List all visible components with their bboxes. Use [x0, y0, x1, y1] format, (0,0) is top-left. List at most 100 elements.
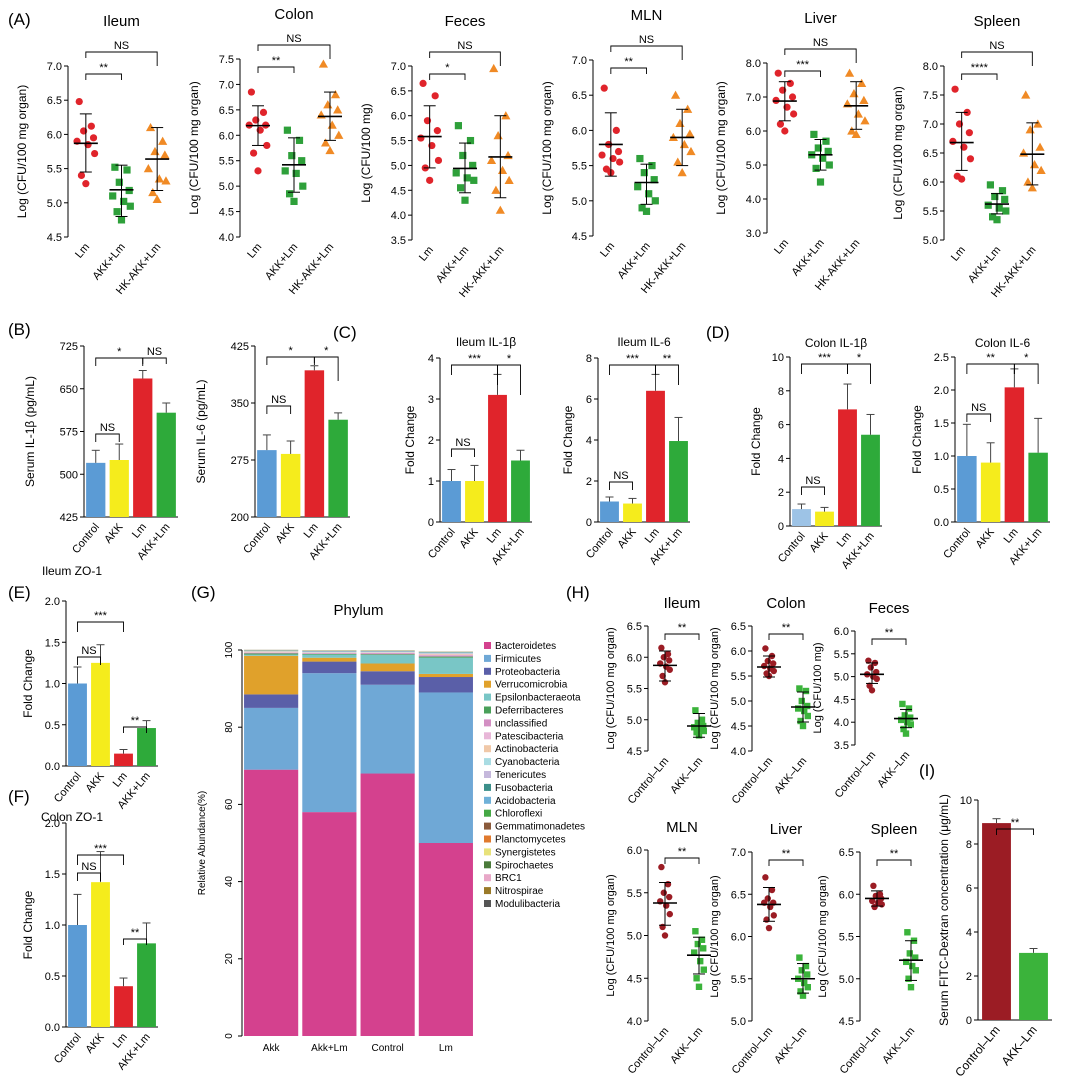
data-point: [812, 164, 820, 172]
data-point: [109, 192, 117, 200]
bar: [133, 378, 153, 517]
x-tick-label: Control–Lm: [838, 1025, 884, 1076]
x-tick-label: AKK–Lm: [875, 749, 912, 790]
data-point: [298, 157, 306, 165]
y-tick-label: 7.0: [923, 119, 938, 131]
stack-segment: [360, 653, 415, 655]
data-point: [814, 144, 822, 152]
bar: [792, 509, 811, 526]
data-point: [691, 724, 698, 731]
sig-label: NS: [813, 37, 828, 49]
sig-label: ***: [468, 353, 482, 365]
y-axis-label: Log (CFU/100 mg organ): [817, 875, 829, 997]
sig-bracket: [451, 448, 475, 457]
data-point: [993, 216, 1001, 224]
y-tick-label: 6.5: [731, 889, 746, 901]
y-tick-label: 3.5: [391, 235, 406, 247]
y-tick-label: 4.0: [834, 717, 849, 729]
x-tick-label: Control–Lm: [626, 755, 672, 806]
data-point: [123, 166, 131, 174]
sig-label: **: [663, 353, 672, 365]
sig-label: ***: [796, 59, 810, 71]
sig-label: NS: [114, 40, 129, 52]
data-point: [651, 197, 659, 205]
data-point: [824, 147, 832, 155]
data-point: [318, 59, 328, 68]
data-point: [321, 138, 331, 147]
data-point: [263, 141, 271, 150]
bar: [114, 986, 133, 1027]
y-tick-label: 6.5: [839, 847, 854, 859]
data-point: [115, 178, 123, 186]
y-tick-label: 4.0: [746, 194, 761, 206]
y-tick-label: 20: [224, 953, 235, 965]
data-point: [799, 992, 807, 999]
y-tick-label: 2: [586, 476, 592, 488]
y-tick-label: 4: [428, 353, 434, 365]
sig-bracket: [768, 859, 804, 866]
data-point: [645, 190, 653, 198]
sig-label: **: [99, 62, 108, 74]
stack-segment: [302, 657, 357, 662]
data-point: [951, 85, 959, 93]
sig-bracket: [996, 828, 1034, 835]
data-point: [695, 983, 703, 990]
x-tick-label: Lm: [245, 241, 264, 260]
bar: [137, 728, 156, 766]
stack-segment: [302, 654, 357, 658]
data-point: [765, 924, 773, 932]
data-point: [1036, 165, 1046, 174]
y-tick-label: 6.5: [391, 86, 406, 98]
y-tick-label: 4.5: [391, 185, 406, 197]
y-tick-label: 4: [778, 453, 784, 465]
data-point: [640, 169, 648, 177]
chart-A-mln: 4.5 5.0 5.5 6.0 6.5 7.0 Log (CFU/100 mg organ)…: [540, 7, 696, 296]
legend-label: Deferribacteres: [495, 706, 563, 717]
sig-label: **: [782, 848, 791, 860]
x-tick-label: Akk: [263, 1043, 281, 1054]
data-point: [801, 979, 808, 987]
data-point: [700, 966, 707, 973]
data-point: [126, 202, 134, 210]
panel-label: (D): [706, 323, 730, 342]
sig-label: **: [885, 627, 894, 639]
y-tick-label: 7.0: [391, 61, 406, 73]
chart-A-feces: 3.5 4.0 4.5 5.0 5.5 6.0 6.5 7.0 Log (CFU/100 mg)…: [359, 13, 514, 300]
chart-H-feces: 3.5 4.0 4.5 5.0 5.5 6.0 Log (CFU/100 mg) Feces C…: [812, 600, 918, 800]
y-tick-label: 7.0: [47, 61, 62, 73]
data-point: [1025, 125, 1035, 134]
y-axis-label: Relative Abundance(%): [197, 791, 208, 896]
x-tick-label: Lm: [835, 530, 854, 549]
y-tick-label: 1.5: [45, 869, 60, 881]
sig-bracket: [95, 433, 120, 442]
chart-title: Ileum ZO-1: [42, 564, 102, 578]
data-point: [816, 178, 825, 186]
chart-H-colon: 4.0 4.5 5.0 5.5 6.0 6.5 Log (CFU/100 mg organ)…: [709, 595, 815, 806]
chart-title: MLN: [631, 7, 663, 24]
y-tick-label: 6.0: [391, 111, 406, 123]
chart-title: Colon IL-1β: [805, 336, 867, 350]
y-axis-label: Log (CFU/100 mg organ): [714, 81, 728, 214]
sig-bracket: [610, 45, 683, 60]
panel-label: (H): [566, 583, 590, 602]
y-tick-label: 4.5: [219, 207, 234, 219]
data-point: [801, 707, 808, 715]
data-point: [966, 155, 975, 163]
stack-segment: [244, 652, 299, 654]
sig-label: ****: [971, 62, 989, 74]
y-tick-label: 6: [586, 394, 592, 406]
x-tick-label: AKK: [615, 526, 639, 551]
stack-segment: [244, 694, 299, 708]
chart-title: Phylum: [333, 602, 383, 619]
data-point: [847, 126, 857, 135]
y-tick-label: 725: [60, 341, 78, 353]
y-axis-label: Log (CFU/100 mg organ): [605, 627, 617, 749]
data-point: [457, 184, 465, 192]
stack-segment: [244, 653, 299, 655]
data-point: [489, 63, 499, 73]
sig-bracket: [655, 364, 679, 385]
data-point: [1001, 195, 1009, 203]
data-point: [871, 903, 878, 911]
y-axis-label: Fold Change: [749, 407, 763, 476]
y-axis-label: Log (CFU/100 mg organ): [15, 85, 29, 218]
